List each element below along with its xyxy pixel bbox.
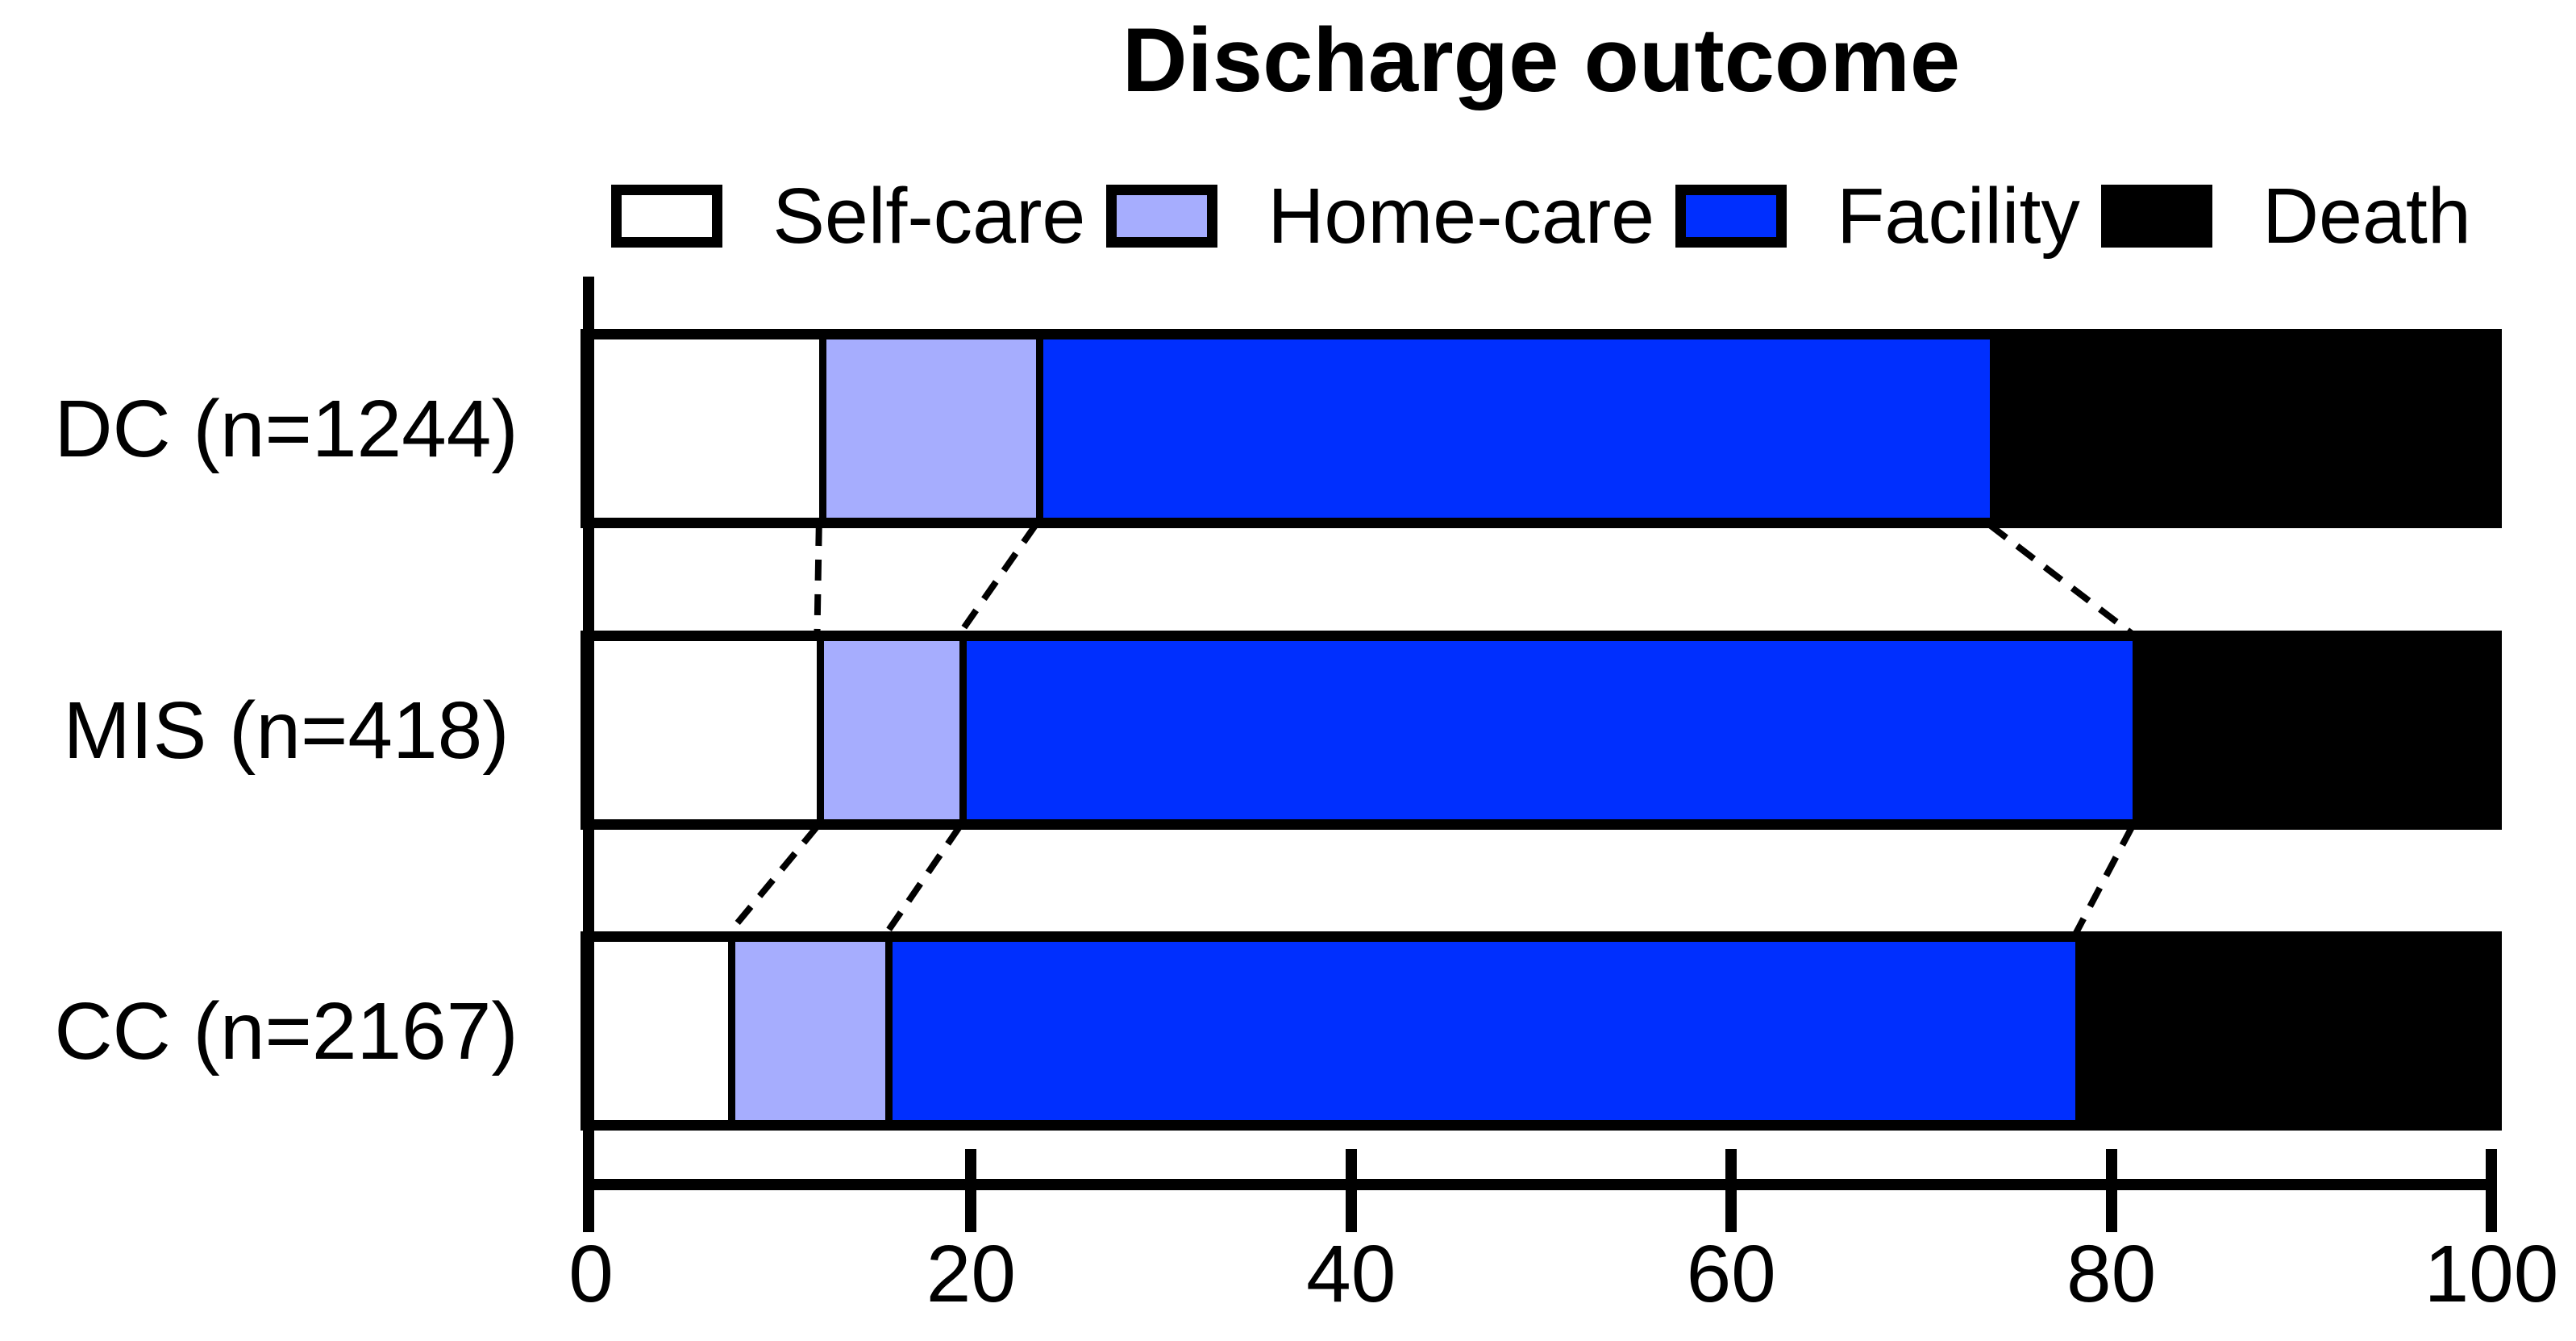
connector-dashed-line (1987, 522, 2134, 637)
x-tick-label: 0 (568, 1229, 614, 1319)
legend-item-death: Death (2100, 172, 2471, 260)
bar-row-3 (581, 931, 2502, 1131)
bar-segment-home-care (818, 339, 1036, 518)
connector-dashed-line (883, 824, 963, 937)
x-axis-line (583, 1179, 2497, 1190)
legend-swatch-facility-icon (1675, 185, 1787, 248)
bar-segment-home-care (817, 641, 960, 819)
legend-label: Facility (1837, 172, 2080, 260)
x-tick (965, 1149, 977, 1232)
x-tick (2486, 1149, 2497, 1232)
bar-segment-death (2132, 641, 2491, 819)
legend: Self-care Home-care Facility Death (591, 176, 2491, 256)
legend-label: Death (2262, 172, 2471, 260)
category-label: CC (n=2167) (54, 985, 518, 1077)
bar-segment-facility (1035, 339, 1990, 518)
x-tick (1725, 1149, 1737, 1232)
x-tick (2105, 1149, 2117, 1232)
x-tick-label: 60 (1686, 1229, 1776, 1319)
connector-dashed-line (957, 523, 1038, 636)
category-label: MIS (n=418) (63, 685, 510, 776)
connector-dashed-line (814, 524, 822, 635)
bar-segment-home-care (727, 942, 886, 1120)
bar-segment-self-care (591, 942, 728, 1120)
legend-item-facility: Facility (1675, 176, 2080, 256)
legend-label: Home-care (1267, 172, 1655, 260)
legend-label: Self-care (772, 172, 1086, 260)
connector-dashed-line (2072, 825, 2136, 936)
legend-swatch-death-icon (2100, 185, 2212, 248)
bar-segment-facility (959, 641, 2133, 819)
legend-swatch-self-care-icon (611, 185, 723, 248)
bar-segment-self-care (591, 339, 819, 518)
legend-item-self-care: Self-care (611, 176, 1085, 256)
legend-swatch-home-care-icon (1106, 185, 1218, 248)
legend-item-home-care: Home-care (1106, 176, 1654, 256)
x-tick (1345, 1149, 1357, 1232)
bar-row-1 (581, 329, 2502, 528)
x-tick-label: 20 (926, 1229, 1016, 1319)
bar-row-2 (581, 631, 2502, 830)
category-label: DC (n=1244) (54, 383, 518, 474)
x-tick-label: 40 (1306, 1229, 1396, 1319)
x-tick-label: 80 (2066, 1229, 2157, 1319)
bar-segment-facility (885, 942, 2075, 1120)
bar-segment-death (2075, 942, 2491, 1120)
y-axis-line (583, 277, 594, 1232)
chart-title: Discharge outcome (1122, 10, 1961, 110)
bar-segment-self-care (591, 641, 818, 819)
bar-segment-death (1989, 339, 2491, 518)
connector-dashed-line (725, 824, 820, 937)
x-tick-label: 100 (2424, 1229, 2559, 1319)
